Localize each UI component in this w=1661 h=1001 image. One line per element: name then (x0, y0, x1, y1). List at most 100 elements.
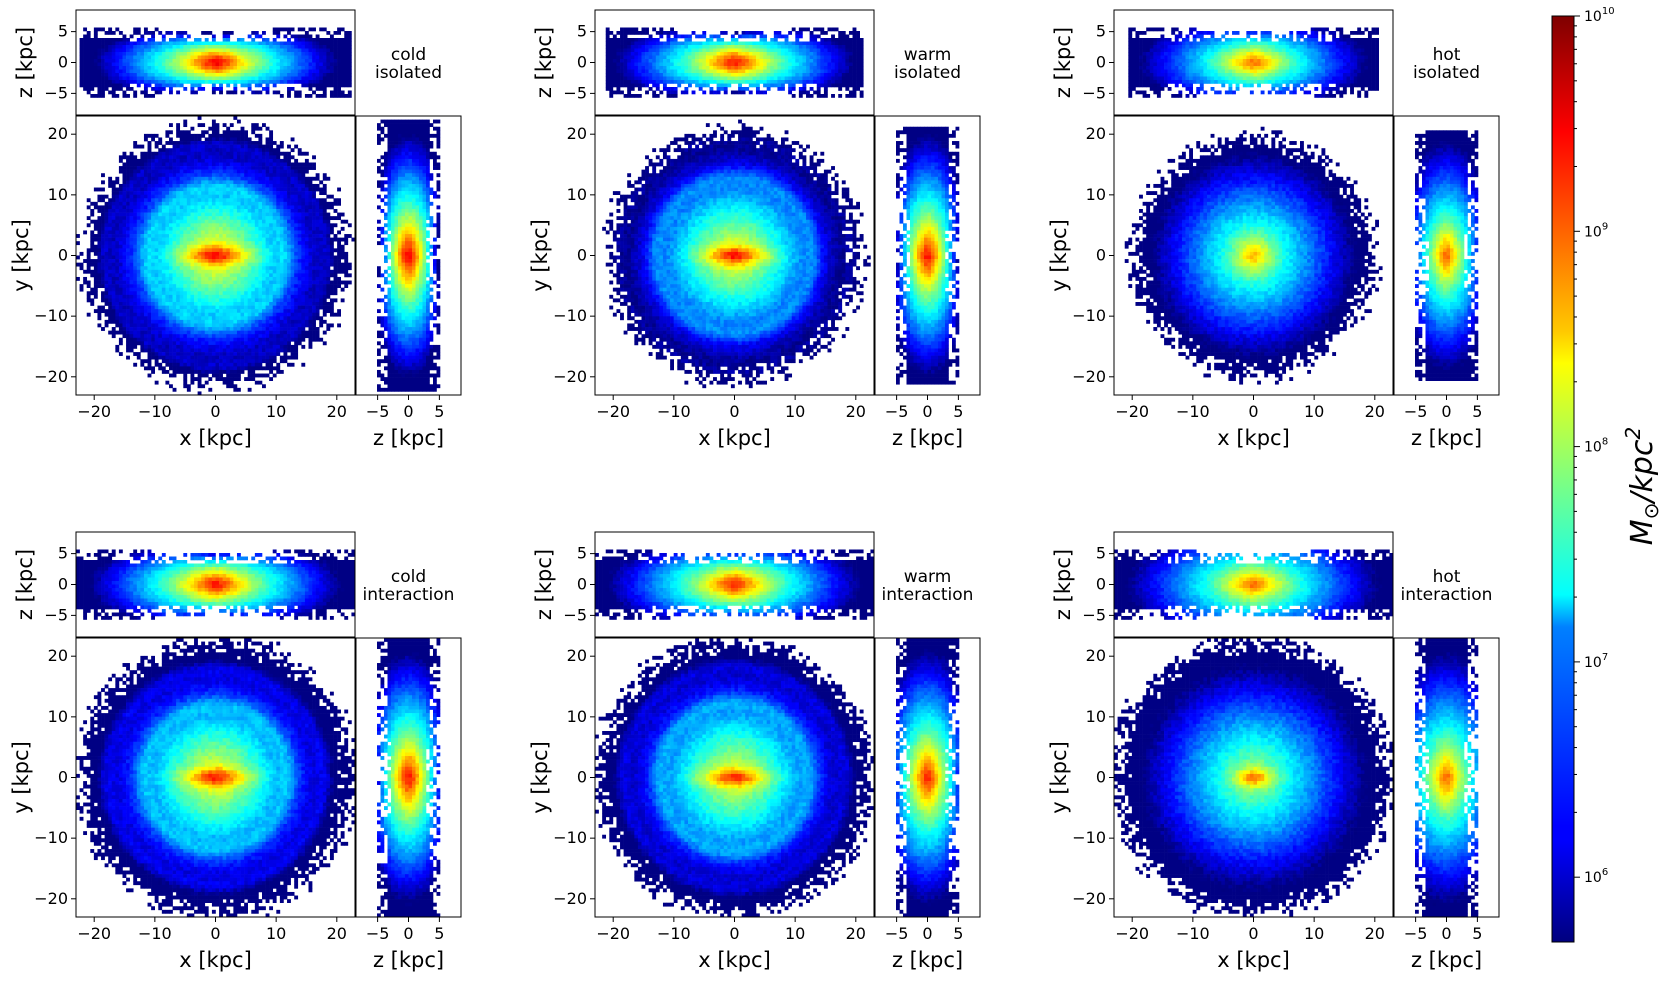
xy-cell (229, 162, 234, 167)
xy-cell (169, 294, 173, 299)
xy-cell (297, 244, 302, 249)
xy-cell (258, 126, 263, 131)
xy-cell (229, 187, 234, 192)
xy-cell (219, 316, 223, 321)
xz-cell (165, 76, 170, 81)
xy-cell (190, 212, 195, 217)
xy-cell (172, 251, 177, 256)
xy-cell (222, 133, 227, 138)
xy-cell (219, 276, 223, 281)
xy-cell (201, 373, 206, 378)
xy-cell (236, 323, 241, 328)
xy-cell (308, 298, 313, 303)
xy-cell (79, 262, 84, 267)
xy-cell (204, 237, 209, 242)
xy-cell (190, 302, 195, 306)
xy-cell (229, 209, 234, 213)
xy-cell (265, 216, 270, 221)
xy-cell (118, 183, 123, 188)
xy-cell (301, 191, 306, 195)
xy-cell (283, 201, 288, 206)
xy-cell (208, 309, 213, 314)
xy-cell (301, 237, 306, 242)
xy-cell (294, 330, 299, 335)
xz-cell (115, 45, 120, 49)
xy-cell (283, 294, 288, 299)
xy-cell (211, 173, 216, 178)
xz-cell (151, 41, 155, 46)
xy-cell (294, 266, 299, 271)
xy-cell (176, 284, 181, 288)
xy-cell (240, 158, 245, 163)
xy-cell (186, 355, 191, 360)
xy-cell (133, 269, 138, 274)
xy-cell (247, 373, 252, 378)
xy-cell (319, 266, 324, 271)
xz-cell (190, 48, 195, 53)
xy-cell (283, 198, 288, 203)
xy-cell (97, 226, 102, 231)
xy-cell (169, 259, 173, 263)
xy-cell (154, 209, 159, 213)
xz-cell (140, 76, 145, 81)
xy-cell (190, 323, 195, 328)
xy-cell (183, 309, 188, 314)
xy-cell (308, 312, 313, 317)
xy-cell (269, 180, 274, 185)
xy-cell (129, 198, 134, 203)
xy-cell (208, 162, 213, 167)
xy-cell (108, 216, 113, 221)
xy-cell (226, 148, 231, 153)
xz-cell (233, 90, 238, 95)
xy-cell (176, 348, 181, 353)
xy-cell (122, 255, 127, 260)
xz-cell (183, 80, 188, 84)
xz-cell (104, 52, 109, 56)
xy-cell (269, 276, 274, 281)
xy-cell (136, 162, 141, 167)
xy-cell (190, 305, 195, 310)
xy-cell (215, 330, 220, 335)
xy-cell (219, 241, 223, 246)
xy-cell (240, 266, 245, 271)
xy-cell (222, 276, 227, 281)
xy-cell (222, 352, 227, 356)
xz-cell (151, 34, 155, 39)
xy-cell (265, 276, 270, 281)
xy-cell (154, 327, 159, 331)
xy-cell (319, 259, 324, 263)
xy-cell (226, 369, 231, 374)
xy-cell (304, 237, 309, 242)
xy-cell (115, 226, 120, 231)
xy-cell (308, 216, 313, 221)
xz-cell (126, 62, 130, 67)
xy-cell (240, 237, 245, 242)
xy-cell (158, 248, 163, 253)
xy-cell (269, 327, 274, 331)
xz-cell (276, 27, 281, 32)
xy-cell (201, 183, 206, 188)
xy-cell (111, 266, 116, 271)
xy-cell (194, 341, 198, 346)
xy-cell (265, 291, 270, 296)
xz-cell (104, 80, 109, 84)
xy-cell (179, 323, 184, 328)
xy-cell (147, 234, 152, 238)
xz-cell (133, 73, 138, 77)
xy-cell (176, 276, 181, 281)
xy-cell (179, 212, 184, 217)
xy-cell (179, 230, 184, 235)
xy-cell (258, 291, 263, 296)
xy-cell (204, 276, 209, 281)
xy-cell (290, 330, 295, 335)
xz-cell (251, 80, 256, 84)
xy-cell (86, 223, 91, 228)
xy-cell (143, 169, 148, 174)
xy-cell (219, 223, 223, 228)
xz-cell (165, 83, 170, 88)
xy-cell (154, 133, 159, 138)
xy-cell (319, 302, 324, 306)
xy-cell (143, 237, 148, 242)
xy-cell (297, 226, 302, 231)
xz-cell (115, 48, 120, 53)
